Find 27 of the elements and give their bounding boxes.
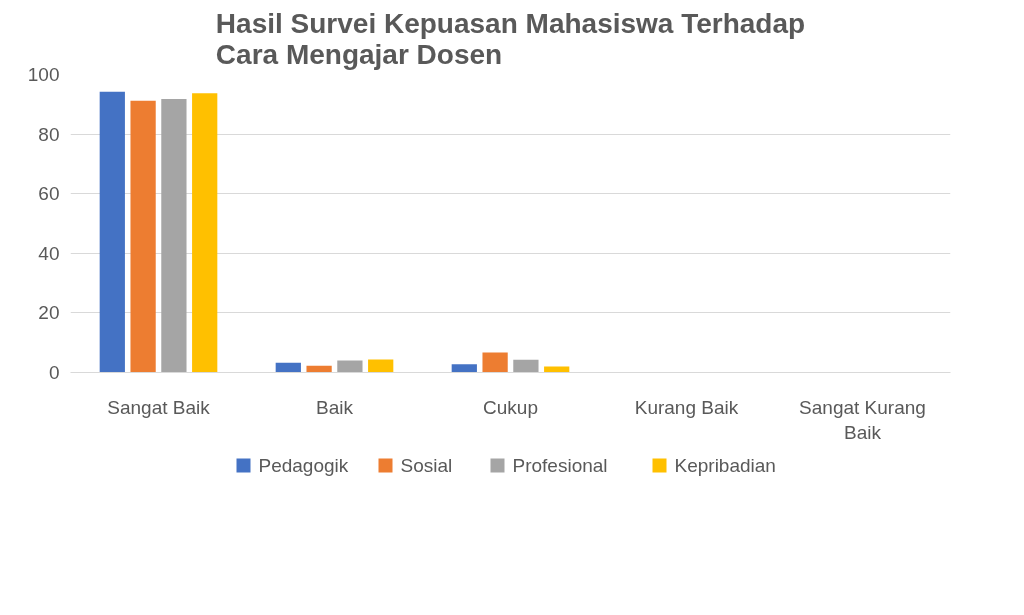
y-tick-label: 40 — [38, 242, 60, 264]
bar — [275, 362, 301, 373]
y-tick-label: 20 — [38, 302, 60, 324]
x-tick-label: Baik — [316, 396, 354, 418]
bar — [482, 352, 508, 373]
bar — [161, 98, 187, 373]
bar — [130, 100, 156, 373]
x-tick-label: Kurang Baik — [634, 396, 739, 418]
bar — [368, 359, 394, 373]
y-tick-label: 0 — [48, 362, 60, 383]
bar — [99, 91, 125, 373]
bar — [306, 365, 332, 373]
bar — [451, 364, 477, 373]
bar — [513, 359, 539, 373]
y-tick-label: 100 — [27, 64, 60, 85]
y-tick-label: 60 — [38, 183, 60, 205]
legend-label: Kepribadian — [674, 455, 776, 476]
x-tick-label: Sangat Kurang Baik — [799, 396, 926, 443]
legend-label: Sosial — [400, 455, 453, 476]
legend-label: Profesional — [512, 455, 608, 476]
chart-title: Hasil Survei Kepuasan Mahasiswa Terhadap Cara Mengajar Dosen — [215, 7, 806, 70]
x-tick-label: Cukup — [483, 396, 538, 418]
bar — [337, 360, 363, 373]
x-tick-label: Sangat Baik — [107, 396, 211, 418]
y-tick-label: 80 — [38, 123, 60, 145]
legend-label: Pedagogik — [258, 455, 349, 476]
bar — [192, 93, 218, 373]
